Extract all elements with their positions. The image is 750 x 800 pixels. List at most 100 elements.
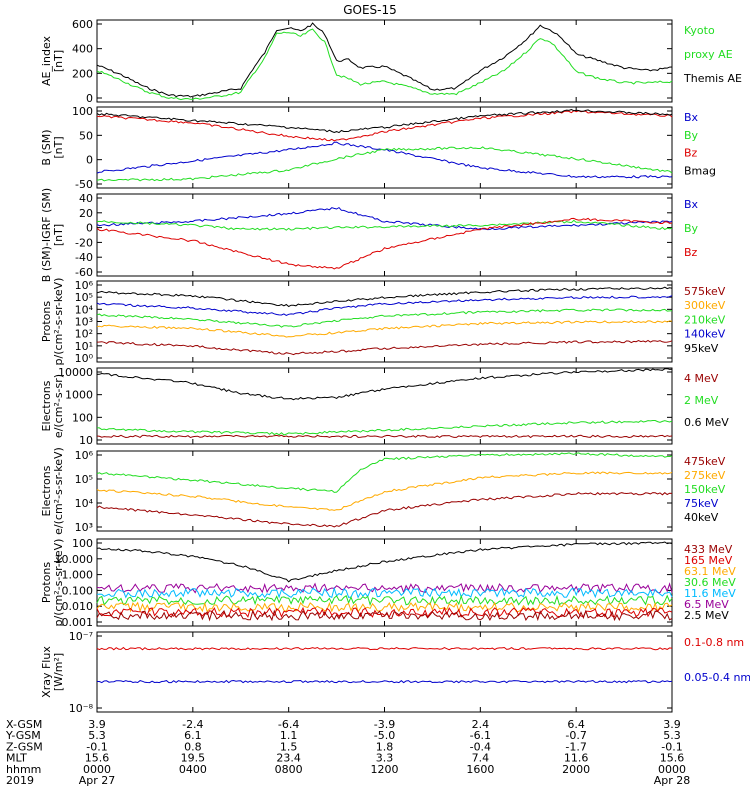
y-tick-label: 400 bbox=[72, 43, 93, 56]
series-line-30-6-mev bbox=[96, 594, 673, 607]
series-group bbox=[96, 452, 673, 528]
x-axis-row-label: Y-GSM bbox=[5, 729, 41, 742]
x-axis-value: -6.4 bbox=[278, 718, 299, 731]
legend-label: 11.6 MeV bbox=[684, 587, 736, 600]
y-tick-label: 20 bbox=[79, 207, 93, 220]
legend-label: Bz bbox=[684, 246, 698, 259]
x-axis-value: 1.5 bbox=[280, 740, 298, 753]
y-axis-label: Protons bbox=[40, 562, 53, 603]
y-tick-label: 10⁴ bbox=[75, 497, 94, 510]
y-tick-label: 0.001 bbox=[62, 616, 94, 629]
y-tick-label: -40 bbox=[75, 251, 93, 264]
legend: Bx By Bz bbox=[684, 198, 699, 259]
series-line-140kev bbox=[96, 295, 673, 316]
series-line-4-mev bbox=[96, 434, 673, 439]
panel-6: 10⁶ 10⁵ 10⁴ 10³ Electrons e/(cm²-s-sr-keV) 475… bbox=[40, 447, 726, 535]
x-axis-value: -0.1 bbox=[86, 740, 107, 753]
y-tick-label: 10¹ bbox=[75, 340, 93, 353]
x-axis-value: 0800 bbox=[275, 763, 303, 776]
y-tick-label: 1.000 bbox=[62, 569, 94, 582]
y-tick-label: 100 bbox=[72, 411, 93, 424]
x-axis-value: 1.8 bbox=[376, 740, 394, 753]
x-axis-value: 23.4 bbox=[276, 752, 301, 765]
series-line-bmag bbox=[96, 108, 673, 134]
x-axis-value: 6.1 bbox=[184, 729, 202, 742]
y-axis-label: Electrons bbox=[40, 380, 53, 431]
y-axis-label: p/(cm²-s-sr-keV) bbox=[52, 539, 65, 627]
y-tick-label: 50 bbox=[79, 129, 93, 142]
series-line-bx bbox=[96, 141, 673, 179]
series-line-2-mev bbox=[96, 420, 673, 436]
legend-label: 2.5 MeV bbox=[684, 609, 729, 622]
y-axis-label: [nT] bbox=[52, 50, 65, 72]
x-axis-value: 0400 bbox=[179, 763, 207, 776]
legend: Kyoto proxy AE Themis AE bbox=[683, 24, 742, 85]
y-axis-label: [nT] bbox=[52, 224, 65, 246]
x-axis-value: 7.4 bbox=[472, 752, 490, 765]
legend-label: proxy AE bbox=[684, 48, 733, 61]
y-axis-label: e/(cm²-s-sr) bbox=[52, 374, 65, 438]
x-axis-value: Apr 28 bbox=[654, 774, 691, 787]
series-line-275kev bbox=[96, 471, 673, 511]
y-axis-label: AE_index bbox=[40, 35, 53, 86]
x-axis-value: 1.1 bbox=[280, 729, 298, 742]
y-axis-label: p/(cm²-s-sr-keV) bbox=[52, 278, 65, 366]
x-axis-row-label: MLT bbox=[6, 752, 27, 765]
legend-label: 75keV bbox=[684, 497, 719, 510]
x-axis-value: 1200 bbox=[371, 763, 399, 776]
series-line-bx bbox=[96, 206, 673, 231]
legend-label: By bbox=[684, 222, 699, 235]
x-axis-value: -1.7 bbox=[565, 740, 586, 753]
x-axis-value: 15.6 bbox=[85, 752, 110, 765]
series-line-0-6-mev bbox=[96, 368, 673, 401]
legend: 0.1-0.8 nm 0.05-0.4 nm bbox=[684, 636, 750, 684]
x-axis-value: 3.9 bbox=[88, 718, 106, 731]
y-axis-label: Xray Flux bbox=[40, 646, 53, 698]
panel-frame bbox=[96, 19, 673, 103]
y-axis-label: B (SM) bbox=[40, 129, 53, 165]
y-tick-label: -60 bbox=[75, 266, 93, 279]
legend-label: Themis AE bbox=[683, 72, 742, 85]
x-axis-value: -3.9 bbox=[374, 718, 395, 731]
series-group bbox=[96, 646, 673, 684]
x-axis-row-label: hhmm bbox=[6, 763, 41, 776]
x-axis-value: -0.7 bbox=[565, 729, 586, 742]
y-axis-label: e/(cm²-s-sr-keV) bbox=[52, 447, 65, 535]
x-axis-value: Apr 27 bbox=[79, 774, 116, 787]
panel-8: 10⁻⁷ 10⁻⁸ Xray Flux [W/m²] 0.1-0.8 nm 0.05-0.… bbox=[40, 630, 750, 715]
y-tick-label: 100 bbox=[72, 105, 93, 118]
series-group bbox=[96, 368, 673, 439]
y-tick-label: 10⁻⁷ bbox=[69, 630, 93, 643]
legend-label: 0.1-0.8 nm bbox=[684, 636, 744, 649]
legend: Bx By Bz Bmag bbox=[684, 111, 716, 177]
x-axis-row-label: 2019 bbox=[6, 774, 34, 787]
x-axis-value: -0.1 bbox=[661, 740, 682, 753]
x-axis-table: X-GSM 3.9 -2.4 -6.4 -3.9 2.4 6.4 3.9 Y-GSM 5.3 6.1… bbox=[5, 718, 690, 787]
x-axis-value: -5.0 bbox=[374, 729, 395, 742]
legend-label: 475keV bbox=[684, 455, 726, 468]
series-group bbox=[96, 286, 673, 356]
series-group bbox=[96, 108, 673, 182]
x-axis-value: 2.4 bbox=[472, 718, 490, 731]
series-group bbox=[96, 541, 673, 622]
series-line-300kev bbox=[96, 320, 673, 338]
series-line-0-05-0-4-nm bbox=[97, 679, 673, 684]
legend-label: 433 MeV bbox=[684, 543, 733, 556]
y-tick-label: 0.100 bbox=[62, 584, 94, 597]
legend-label: 575keV bbox=[684, 285, 726, 298]
y-tick-label: -20 bbox=[75, 236, 93, 249]
legend-label: 40keV bbox=[684, 511, 719, 524]
legend-label: 6.5 MeV bbox=[684, 598, 729, 611]
legend-label: Bz bbox=[684, 147, 698, 160]
y-tick-label: -50 bbox=[75, 178, 93, 191]
series-line-210kev bbox=[96, 308, 673, 328]
y-tick-label: 10³ bbox=[75, 316, 93, 329]
y-tick-label: 10⁶ bbox=[75, 279, 94, 292]
x-axis-value: 15.6 bbox=[660, 752, 685, 765]
series-line-0-1-0-8-nm bbox=[96, 646, 673, 651]
